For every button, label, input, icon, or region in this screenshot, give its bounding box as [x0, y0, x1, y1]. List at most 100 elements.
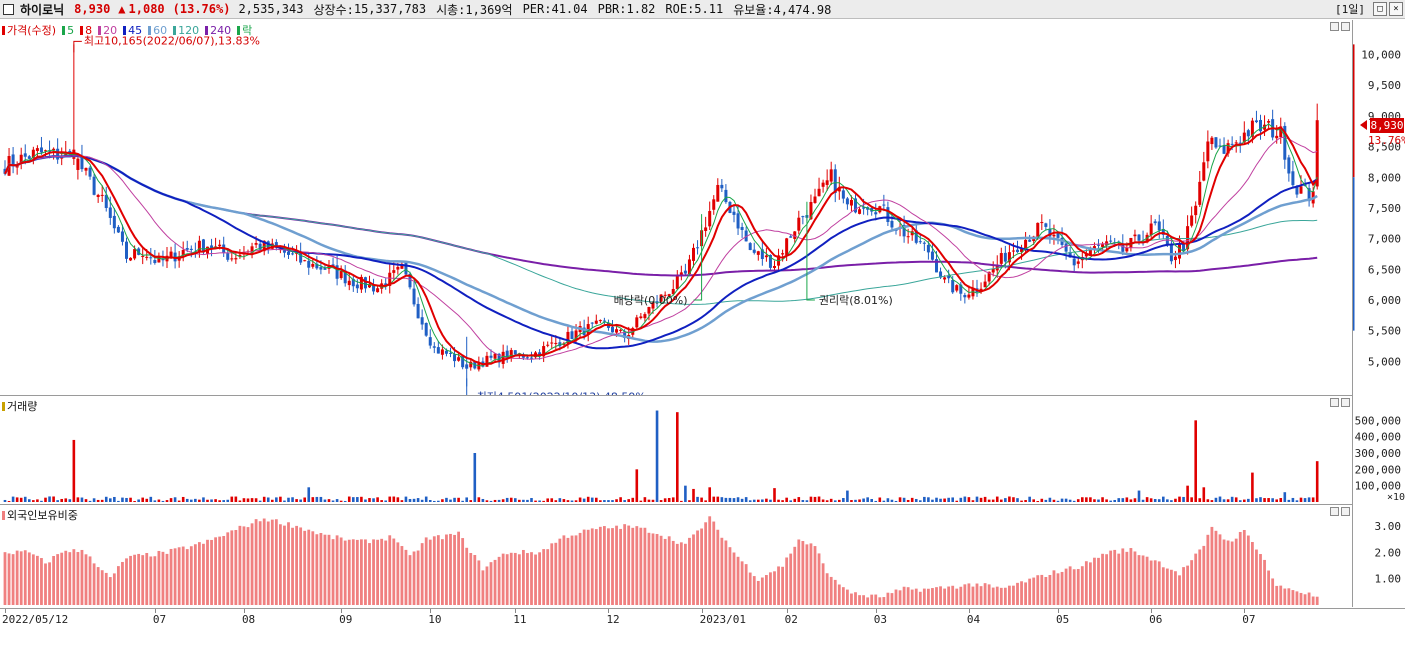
foreign-bar — [335, 535, 339, 605]
volume-bar — [11, 496, 15, 502]
foreign-bar — [918, 591, 922, 605]
candle-body — [825, 180, 829, 185]
volume-bar — [279, 496, 282, 502]
close-icon[interactable]: × — [1389, 2, 1403, 16]
legend-marker — [123, 26, 127, 35]
legend-item[interactable]: 45 — [123, 24, 142, 37]
minimize-icon[interactable] — [1330, 22, 1339, 31]
foreign-bar — [1315, 596, 1319, 605]
foreign-bar — [1117, 553, 1121, 605]
candle-body — [999, 253, 1003, 264]
volume-bar — [1145, 497, 1149, 502]
foreign-bar — [619, 528, 622, 605]
volume-bar — [48, 496, 51, 502]
panel-divider[interactable] — [0, 504, 1405, 505]
foreign-bar — [392, 538, 396, 605]
x-tick-label: 05 — [1056, 613, 1070, 626]
legend-item[interactable]: 8 — [80, 24, 92, 37]
volume-bar — [1267, 498, 1270, 502]
candles — [3, 44, 1319, 387]
foreign-bar — [935, 587, 938, 605]
volume-bar — [396, 497, 400, 502]
foreign-bar — [603, 526, 606, 605]
foreign-bar — [1307, 592, 1311, 605]
volume-bar — [1105, 499, 1108, 502]
volume-bar — [121, 497, 124, 502]
candle-body — [845, 198, 849, 205]
candle-body — [444, 350, 448, 354]
candle-body — [922, 242, 926, 244]
volume-bar — [56, 500, 59, 502]
candle-body — [392, 270, 396, 273]
volume-bar — [1315, 461, 1319, 502]
maximize-icon[interactable] — [1341, 398, 1350, 407]
period-selector[interactable]: [1일] — [1335, 3, 1365, 16]
volume-bar — [809, 496, 813, 502]
legend-item[interactable]: 20 — [98, 24, 117, 37]
foreign-bar — [258, 521, 262, 605]
volume-bar — [88, 500, 92, 502]
foreign-bar — [1198, 549, 1202, 605]
volume-bar — [52, 496, 55, 502]
foreign-bar — [129, 555, 132, 605]
foreign-bar — [607, 528, 610, 605]
candle-body — [1109, 240, 1113, 242]
volume-bar — [1125, 497, 1129, 502]
foreign-bar — [266, 521, 270, 605]
legend-item[interactable]: 5 — [62, 24, 74, 37]
legend-item[interactable]: 락 — [237, 24, 252, 37]
candle-body — [886, 207, 890, 222]
candle-body — [44, 150, 47, 152]
candle-body — [1202, 162, 1206, 181]
candle-body — [363, 277, 367, 289]
candle-body — [339, 271, 343, 279]
candle-body — [1190, 215, 1194, 226]
foreign-bar — [1003, 587, 1007, 605]
candle-body — [35, 148, 39, 152]
foreign-bar — [821, 563, 825, 605]
foreign-bar — [1056, 573, 1060, 605]
foreign-bar — [453, 534, 456, 605]
minimize-icon[interactable] — [1330, 398, 1339, 407]
volume-bar — [145, 498, 149, 502]
foreign-bar — [493, 559, 497, 605]
foreign-bar — [671, 540, 675, 605]
stock-name[interactable]: 하이로닉 — [20, 2, 65, 17]
legend-item[interactable]: 60 — [148, 24, 167, 37]
candle-body — [874, 212, 878, 215]
panel-divider[interactable] — [0, 395, 1405, 396]
legend-item[interactable]: 가격(수정) — [2, 24, 56, 37]
price-panel-buttons — [1330, 22, 1350, 31]
y-tick-label: 200,000 — [1355, 463, 1401, 476]
foreign-bar — [692, 534, 695, 605]
candle-body — [169, 251, 173, 257]
minimize-icon[interactable] — [1330, 507, 1339, 516]
volume-bar — [1040, 498, 1044, 502]
foreign-bar — [789, 553, 793, 605]
foreign-bar — [526, 553, 529, 605]
candle-body — [991, 268, 995, 273]
maximize-icon[interactable] — [1341, 507, 1350, 516]
foreign-bar — [133, 554, 136, 605]
foreign-bar — [1080, 566, 1084, 605]
candle-body — [218, 244, 222, 247]
foreign-bar — [424, 537, 428, 605]
select-checkbox[interactable] — [3, 3, 14, 15]
maximize-icon[interactable] — [1341, 22, 1350, 31]
legend-item[interactable]: 240 — [205, 24, 231, 37]
volume-bar — [1016, 498, 1019, 502]
candle-body — [11, 154, 15, 166]
legend-item[interactable]: 120 — [173, 24, 199, 37]
x-tick-mark — [608, 609, 610, 613]
candle-body — [651, 301, 655, 309]
volume-bar — [1020, 500, 1023, 502]
foreign-bar — [1174, 571, 1177, 605]
foreign-bar — [141, 555, 145, 605]
volume-bar — [546, 498, 549, 502]
volume-bar — [1093, 499, 1096, 502]
volume-bar — [311, 497, 315, 502]
volume-bar — [919, 500, 922, 502]
foreign-bar — [96, 567, 100, 605]
foreign-bar — [704, 522, 708, 605]
maximize-icon[interactable]: □ — [1373, 2, 1387, 16]
